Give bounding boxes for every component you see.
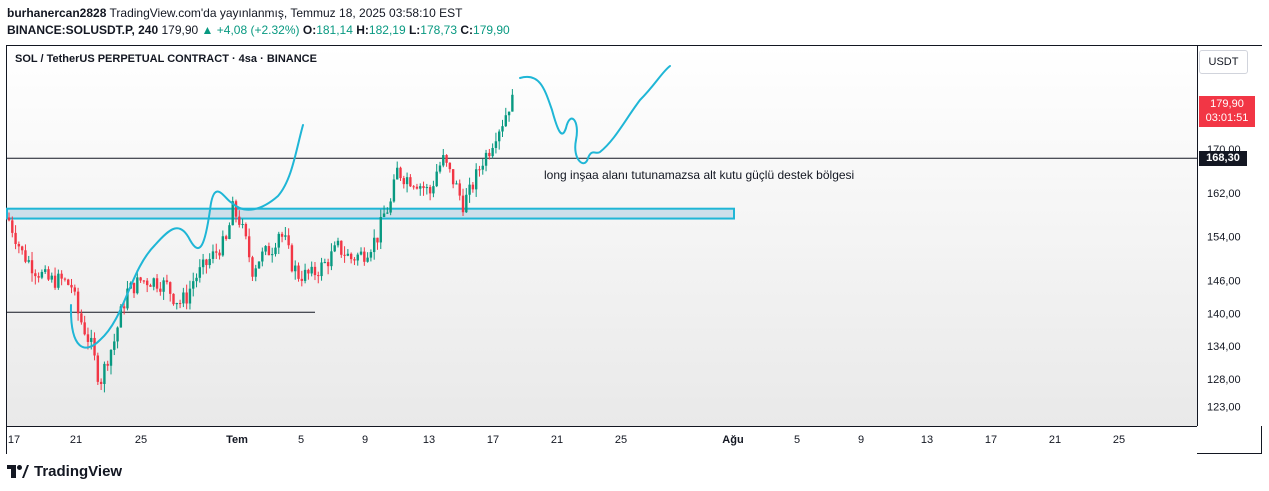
current-price-value: 179,90 bbox=[1210, 98, 1244, 110]
open-label: O: bbox=[302, 23, 317, 37]
open-value: 181,14 bbox=[316, 23, 353, 37]
bar-countdown: 03:01:51 bbox=[1205, 112, 1249, 124]
ohlc-line: BINANCE:SOLUSDT.P, 240 179,90 ▲ +4,08 (+… bbox=[7, 22, 510, 38]
tradingview-logo-icon bbox=[7, 465, 29, 478]
low-value: 178,73 bbox=[420, 23, 457, 37]
close-label: C: bbox=[460, 23, 474, 37]
change-value: +4,08 (+2.32%) bbox=[216, 23, 300, 37]
close-value: 179,90 bbox=[473, 23, 510, 37]
author-name[interactable]: burhanercan2828 bbox=[7, 6, 107, 20]
horizontal-line-price-tag: 168,30 bbox=[1199, 151, 1247, 166]
chart-legend-title[interactable]: SOL / TetherUS PERPETUAL CONTRACT · 4sa … bbox=[15, 53, 317, 65]
plot-area[interactable] bbox=[7, 46, 1197, 426]
low-label: L: bbox=[408, 23, 421, 37]
tradingview-brand: TradingView bbox=[34, 463, 123, 480]
publish-info: burhanercan2828 TradingView.com'da yayın… bbox=[7, 5, 462, 21]
high-value: 182,19 bbox=[368, 23, 406, 37]
currency-button[interactable]: USDT bbox=[1199, 50, 1248, 74]
publish-date: TradingView.com'da yayınlanmış, Temmuz 1… bbox=[109, 6, 463, 20]
time-axis[interactable] bbox=[7, 426, 1197, 454]
current-price-tag: 179,90 03:01:51 bbox=[1199, 96, 1255, 127]
high-label: H: bbox=[356, 23, 369, 37]
symbol-label: BINANCE:SOLUSDT.P, 240 bbox=[7, 23, 159, 37]
tradingview-logo[interactable]: TradingView bbox=[7, 463, 122, 480]
last-price: 179,90 bbox=[161, 23, 199, 37]
change-arrow-icon: ▲ bbox=[201, 23, 214, 37]
